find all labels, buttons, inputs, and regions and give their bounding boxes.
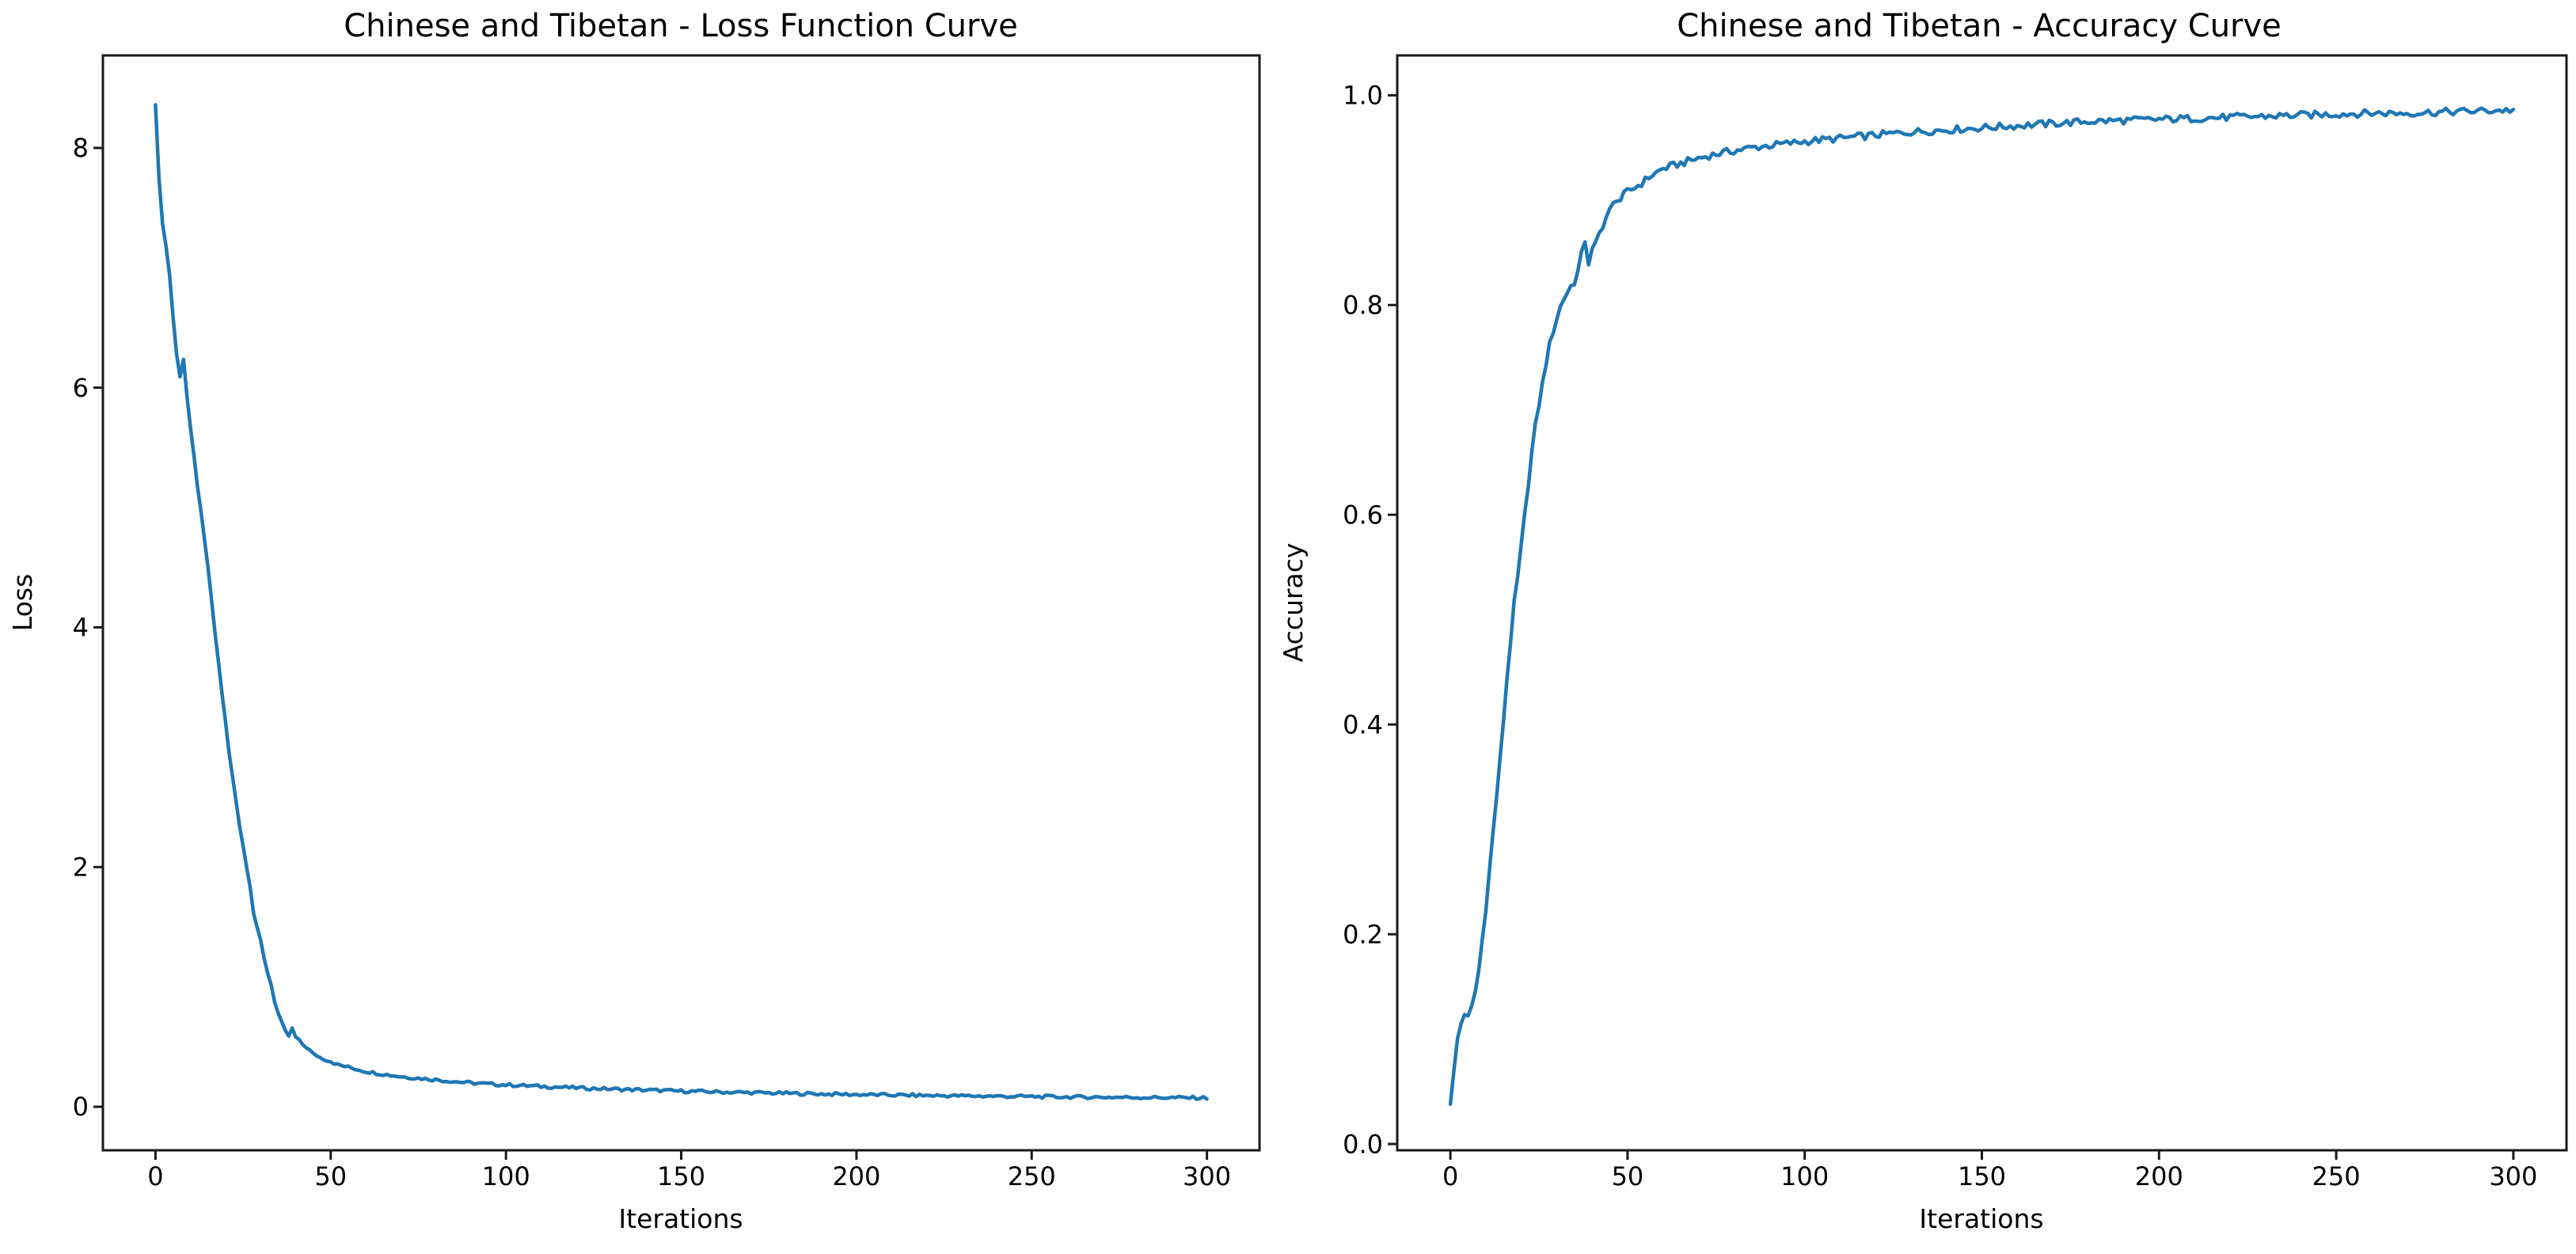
x-tick-label: 0 xyxy=(147,1161,163,1191)
loss-curve xyxy=(154,103,1209,1101)
accuracy-x-axis-label: Iterations xyxy=(1919,1203,2043,1234)
loss-chart: Chinese and Tibetan - Loss Function Curv… xyxy=(7,8,1261,1234)
y-tick-label: 4 xyxy=(73,613,89,643)
x-tick-label: 150 xyxy=(657,1161,705,1191)
x-tick-label: 200 xyxy=(832,1161,880,1191)
x-tick-label: 300 xyxy=(1183,1161,1231,1191)
accuracy-curve xyxy=(1448,106,2516,1106)
accuracy-y-axis-label: Accuracy xyxy=(1278,543,1309,663)
y-tick-label: 0.0 xyxy=(1343,1129,1383,1159)
x-tick-label: 100 xyxy=(482,1161,530,1191)
plot-border xyxy=(101,54,1261,1152)
y-tick-label: 1.0 xyxy=(1343,81,1383,111)
plot-border xyxy=(1396,54,2568,1152)
y-tick-label: 0.4 xyxy=(1343,709,1383,739)
y-tick-label: 0.8 xyxy=(1343,290,1383,320)
x-tick-label: 50 xyxy=(1612,1161,1644,1191)
y-tick-label: 8 xyxy=(73,133,89,163)
accuracy-chart-title: Chinese and Tibetan - Accuracy Curve xyxy=(1677,8,2282,44)
y-tick-label: 0 xyxy=(73,1092,89,1122)
y-tick-label: 0.2 xyxy=(1343,919,1383,949)
x-tick-label: 100 xyxy=(1780,1161,1829,1191)
y-tick-label: 6 xyxy=(73,373,89,403)
accuracy-axes: 0 50 100 150 200 250 300 0.0 0.2 0.4 0.6 0.8 1.0 xyxy=(1343,54,2568,1191)
x-tick-label: 200 xyxy=(2135,1161,2183,1191)
loss-x-axis-label: Iterations xyxy=(618,1203,743,1234)
loss-chart-title: Chinese and Tibetan - Loss Function Curv… xyxy=(344,8,1018,44)
x-tick-label: 150 xyxy=(1958,1161,2006,1191)
x-tick-label: 50 xyxy=(314,1161,347,1191)
accuracy-chart: Chinese and Tibetan - Accuracy Curve Ite… xyxy=(1278,8,2568,1234)
x-tick-label: 250 xyxy=(2312,1161,2361,1191)
loss-axes: 0 50 100 150 200 250 300 0 2 4 6 8 xyxy=(73,54,1261,1191)
y-tick-label: 2 xyxy=(73,852,89,882)
y-tick-label: 0.6 xyxy=(1343,500,1383,530)
x-tick-label: 250 xyxy=(1008,1161,1056,1191)
x-tick-label: 0 xyxy=(1442,1161,1458,1191)
x-tick-label: 300 xyxy=(2489,1161,2537,1191)
loss-y-axis-label: Loss xyxy=(7,574,38,631)
